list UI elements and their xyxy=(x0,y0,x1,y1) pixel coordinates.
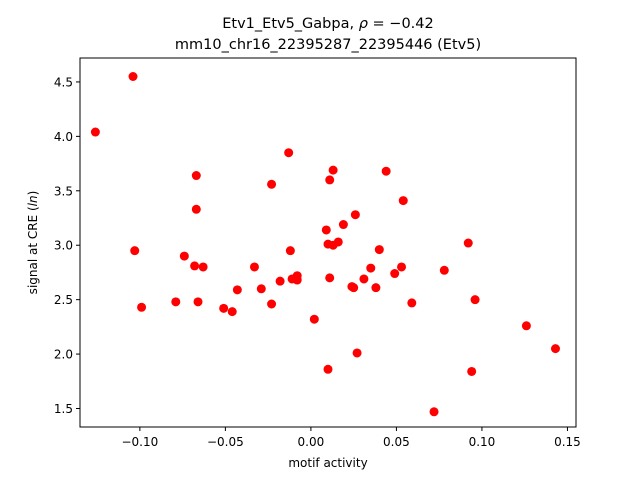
data-points xyxy=(90,72,560,417)
data-point-52 xyxy=(521,321,531,331)
data-point-7 xyxy=(191,171,201,181)
data-point-5 xyxy=(179,251,189,261)
chart-subtitle: mm10_chr16_22395287_22395446 (Etv5) xyxy=(175,37,481,53)
data-point-14 xyxy=(249,262,259,272)
data-point-33 xyxy=(338,220,348,230)
data-point-53 xyxy=(550,344,560,354)
data-point-38 xyxy=(359,274,369,284)
data-point-36 xyxy=(350,210,360,220)
data-point-51 xyxy=(470,295,480,305)
x-axis-label: motif activity xyxy=(288,456,367,470)
data-point-50 xyxy=(467,366,477,376)
data-point-6 xyxy=(190,261,200,271)
data-point-43 xyxy=(390,269,400,279)
data-point-15 xyxy=(256,284,266,294)
data-point-32 xyxy=(333,237,343,247)
data-point-46 xyxy=(407,298,417,308)
data-point-42 xyxy=(381,166,391,176)
plot-frame xyxy=(79,57,577,428)
data-point-37 xyxy=(352,348,362,358)
x-tick-label: −0.10 xyxy=(121,435,158,449)
data-point-25 xyxy=(321,225,331,235)
data-point-27 xyxy=(323,364,333,374)
x-tick-label: −0.05 xyxy=(207,435,244,449)
data-point-44 xyxy=(397,262,407,272)
y-axis-ticks: 1.5 2.0 2.5 3.0 3.5 4.0 4.5 xyxy=(54,75,80,416)
y-axis-label: signal at CRE (ln) xyxy=(26,191,40,295)
data-point-41 xyxy=(374,245,384,255)
x-tick-label: 0.00 xyxy=(298,435,325,449)
y-tick-label: 3.5 xyxy=(54,184,73,198)
data-point-3 xyxy=(137,302,147,312)
y-tick-label: 3.0 xyxy=(54,239,73,253)
y-tick-label: 1.5 xyxy=(54,402,73,416)
x-tick-label: 0.05 xyxy=(383,435,410,449)
data-point-4 xyxy=(171,297,181,307)
y-tick-label: 4.5 xyxy=(54,75,73,89)
data-point-13 xyxy=(232,285,242,295)
data-point-28 xyxy=(325,175,335,185)
x-axis-ticks: −0.10 −0.05 0.00 0.05 0.10 0.15 xyxy=(121,427,581,449)
data-point-29 xyxy=(325,273,335,283)
data-point-11 xyxy=(219,303,229,313)
x-tick-label: 0.10 xyxy=(469,435,496,449)
data-point-0 xyxy=(90,127,100,137)
x-tick-label: 0.15 xyxy=(554,435,581,449)
y-tick-label: 2.0 xyxy=(54,348,73,362)
data-point-2 xyxy=(130,246,140,256)
data-point-20 xyxy=(285,246,295,256)
data-point-39 xyxy=(366,263,376,273)
data-point-30 xyxy=(328,165,338,175)
data-point-9 xyxy=(193,297,203,307)
data-point-17 xyxy=(267,299,277,309)
data-point-16 xyxy=(267,179,277,189)
data-point-1 xyxy=(128,72,138,81)
data-point-49 xyxy=(463,238,473,248)
data-point-19 xyxy=(284,148,294,158)
data-point-18 xyxy=(275,276,285,286)
y-tick-label: 4.0 xyxy=(54,130,73,144)
data-point-24 xyxy=(309,314,319,324)
data-point-12 xyxy=(227,307,237,317)
data-point-47 xyxy=(429,407,439,417)
data-point-10 xyxy=(198,262,208,272)
chart-title: Etv1_Etv5_Gabpa, ρ = −0.42 xyxy=(222,16,433,32)
data-point-45 xyxy=(398,196,408,206)
data-point-8 xyxy=(191,204,201,214)
y-tick-label: 2.5 xyxy=(54,293,73,307)
data-point-23 xyxy=(292,275,302,285)
data-point-48 xyxy=(439,265,449,275)
data-point-35 xyxy=(349,283,359,293)
data-point-40 xyxy=(371,283,381,293)
